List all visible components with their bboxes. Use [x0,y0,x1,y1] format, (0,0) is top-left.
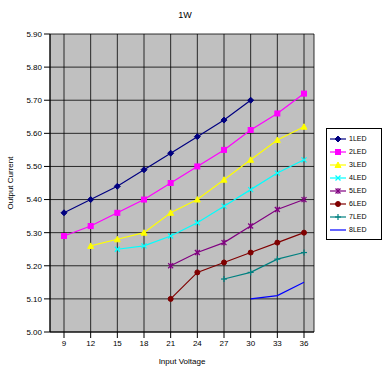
html-text:8LED: 8LED [349,226,367,233]
svg-text:18: 18 [140,339,149,348]
html-text:3LED: 3LED [349,161,367,168]
svg-text:36: 36 [300,339,309,348]
svg-text:30: 30 [246,339,255,348]
html-text:1W: 1W [178,10,192,20]
svg-text:5.60: 5.60 [26,129,42,138]
svg-text:24: 24 [193,339,202,348]
html-text:2LED: 2LED [349,148,367,155]
svg-text:27: 27 [220,339,229,348]
html-text:5LED: 5LED [349,187,367,194]
html-text:4LED: 4LED [349,174,367,181]
svg-text:5.90: 5.90 [26,30,42,39]
svg-text:Output Current: Output Current [8,156,15,210]
svg-text:5.70: 5.70 [26,96,42,105]
svg-text:33: 33 [273,339,282,348]
svg-text:Input Voltage: Input Voltage [159,357,206,366]
svg-text:5.30: 5.30 [26,229,42,238]
html-text:6LED: 6LED [349,200,367,207]
svg-text:5.20: 5.20 [26,262,42,271]
svg-text:21: 21 [166,339,175,348]
svg-text:12: 12 [86,339,95,348]
svg-text:15: 15 [113,339,122,348]
svg-text:5.80: 5.80 [26,63,42,72]
svg-text:5.40: 5.40 [26,195,42,204]
svg-text:9: 9 [62,339,67,348]
svg-text:5.00: 5.00 [26,328,42,337]
html-text:1LED: 1LED [349,135,367,142]
svg-text:5.10: 5.10 [26,295,42,304]
svg-text:5.50: 5.50 [26,162,42,171]
html-text:7LED: 7LED [349,213,367,220]
